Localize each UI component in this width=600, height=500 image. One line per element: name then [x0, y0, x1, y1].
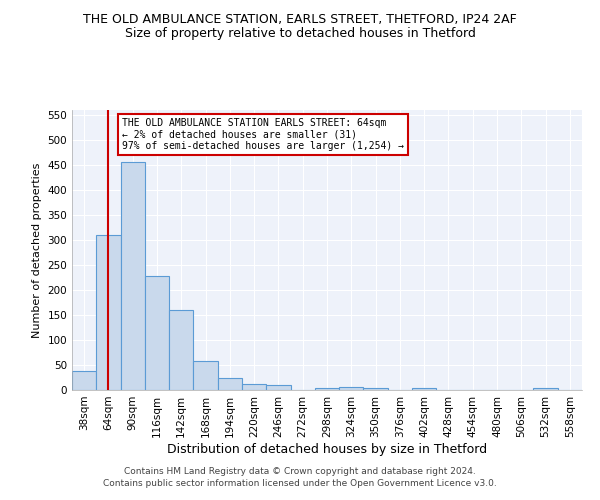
Bar — [533, 388, 558, 390]
Bar — [193, 361, 218, 390]
Bar — [266, 385, 290, 390]
Bar — [121, 162, 145, 390]
Bar — [169, 310, 193, 390]
Text: Contains HM Land Registry data © Crown copyright and database right 2024.
Contai: Contains HM Land Registry data © Crown c… — [103, 466, 497, 487]
Bar — [242, 384, 266, 390]
Bar — [339, 387, 364, 390]
Bar — [72, 371, 96, 390]
X-axis label: Distribution of detached houses by size in Thetford: Distribution of detached houses by size … — [167, 442, 487, 456]
Text: THE OLD AMBULANCE STATION EARLS STREET: 64sqm
← 2% of detached houses are smalle: THE OLD AMBULANCE STATION EARLS STREET: … — [122, 118, 404, 150]
Bar — [96, 234, 121, 390]
Bar — [145, 276, 169, 390]
Y-axis label: Number of detached properties: Number of detached properties — [32, 162, 42, 338]
Text: THE OLD AMBULANCE STATION, EARLS STREET, THETFORD, IP24 2AF: THE OLD AMBULANCE STATION, EARLS STREET,… — [83, 12, 517, 26]
Bar — [364, 388, 388, 390]
Bar — [218, 378, 242, 390]
Bar — [412, 388, 436, 390]
Bar — [315, 388, 339, 390]
Text: Size of property relative to detached houses in Thetford: Size of property relative to detached ho… — [125, 28, 475, 40]
